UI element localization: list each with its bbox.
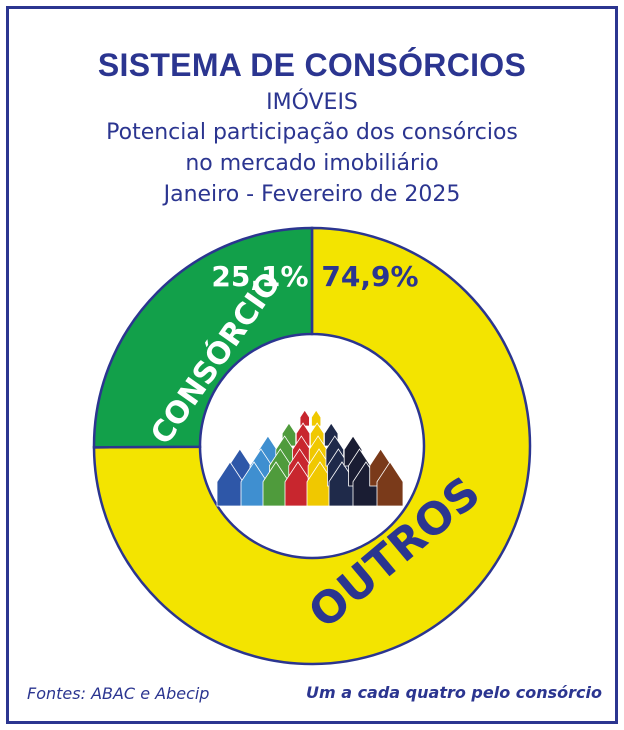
donut-slices xyxy=(92,226,532,666)
page-title: SISTEMA DE CONSÓRCIOS xyxy=(97,47,527,83)
footer-source: Fontes: ABAC e Abecip xyxy=(27,684,210,703)
chart-description-line2: no mercado imobiliário xyxy=(185,151,439,176)
chart-subtitle: IMÓVEIS xyxy=(266,90,358,115)
chart-description-line1: Potencial participação dos consórcios xyxy=(106,120,518,145)
slice-consorcio xyxy=(92,226,314,449)
chart-period: Janeiro - Fevereiro de 2025 xyxy=(163,182,461,207)
value-label-consorcio: 25,1% xyxy=(211,260,308,293)
slice-outros xyxy=(92,226,532,666)
value-label-outros: 74,9% xyxy=(321,260,418,293)
footer-tagline: Um a cada quatro pelo consórcio xyxy=(305,683,602,702)
houses-icon xyxy=(216,409,404,507)
